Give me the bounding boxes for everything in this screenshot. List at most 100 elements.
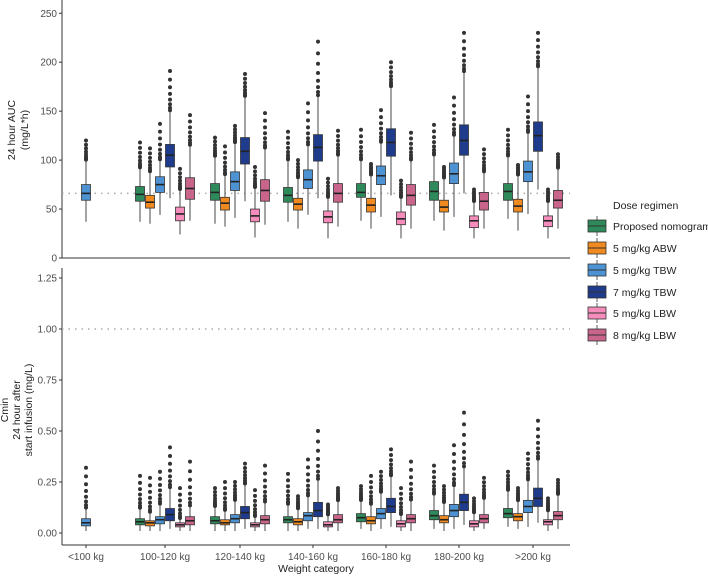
outlier-point: [253, 503, 257, 508]
x-tick-label: >200 kg: [515, 552, 551, 563]
outlier-point: [452, 103, 456, 108]
outlier-point: [336, 146, 340, 151]
y-tick-label: 150: [40, 107, 57, 118]
outlier-point: [138, 500, 142, 505]
outlier-point: [168, 77, 172, 82]
outlier-point: [316, 476, 320, 481]
outlier-point: [399, 491, 403, 496]
outlier-point: [158, 121, 162, 126]
outlier-point: [148, 507, 152, 512]
outlier-point: [316, 89, 320, 94]
outlier-point: [389, 74, 393, 79]
outlier-point: [452, 130, 456, 135]
outlier-point: [452, 477, 456, 482]
outlier-point: [168, 474, 172, 479]
box-8-mg-kg-lbw-1: [185, 459, 195, 531]
outlier-point: [233, 487, 237, 492]
outlier-point: [296, 158, 300, 163]
outlier-point: [138, 161, 142, 166]
outlier-point: [526, 473, 530, 478]
box-5-mg-kg-abw-2: [220, 480, 230, 531]
outlier-point: [84, 474, 88, 479]
outlier-point: [409, 487, 413, 492]
box-5-mg-kg-abw-6: [513, 162, 523, 231]
outlier-point: [359, 140, 363, 145]
outlier-point: [168, 91, 172, 96]
outlier-point: [379, 469, 383, 474]
legend-label: Proposed nomogram: [613, 221, 708, 233]
outlier-point: [84, 482, 88, 487]
outlier-point: [556, 152, 560, 157]
y-axis-title-line: (mg/L*h): [19, 110, 31, 150]
outlier-point: [506, 127, 510, 132]
outlier-point: [506, 149, 510, 154]
outlier-point: [243, 76, 247, 81]
box-proposed-nomogram-3: [283, 471, 293, 531]
box-8-mg-kg-lbw-5: [479, 475, 489, 529]
outlier-point: [306, 457, 310, 462]
x-tick-label: 120-140 kg: [215, 552, 265, 563]
outlier-point: [379, 121, 383, 126]
box-5-mg-kg-abw-2: [220, 144, 230, 227]
outlier-point: [243, 461, 247, 466]
box-proposed-nomogram-1: [135, 140, 145, 222]
outlier-point: [536, 30, 540, 35]
outlier-point: [263, 478, 267, 483]
outlier-point: [506, 142, 510, 147]
outlier-point: [536, 454, 540, 459]
outlier-point: [462, 442, 466, 447]
outlier-point: [263, 140, 267, 145]
outlier-point: [359, 487, 363, 492]
outlier-point: [253, 507, 257, 512]
box-5-mg-kg-tbw-0: [81, 465, 91, 531]
outlier-point: [316, 61, 320, 66]
outlier-point: [306, 118, 310, 123]
outlier-point: [178, 181, 182, 186]
outlier-point: [472, 499, 476, 504]
box-5-mg-kg-tbw-2: [230, 480, 240, 531]
outlier-point: [188, 119, 192, 124]
outlier-point: [296, 165, 300, 170]
outlier-point: [452, 110, 456, 115]
box-8-mg-kg-lbw-6: [553, 477, 563, 529]
box-5-mg-kg-tbw-5: [449, 95, 459, 217]
outlier-point: [168, 97, 172, 102]
box-7-mg-kg-tbw-1: [165, 445, 175, 529]
outlier-point: [452, 117, 456, 122]
box-7-mg-kg-tbw-6: [533, 418, 543, 523]
outlier-point: [389, 77, 393, 82]
outlier-point: [168, 482, 172, 487]
outlier-point: [452, 122, 456, 127]
outlier-point: [316, 39, 320, 44]
outlier-point: [369, 162, 373, 167]
box-iqr: [533, 487, 543, 507]
outlier-point: [178, 486, 182, 491]
outlier-point: [188, 134, 192, 139]
outlier-point: [506, 473, 510, 478]
outlier-point: [158, 142, 162, 147]
outlier-point: [432, 129, 436, 134]
outlier-point: [263, 471, 267, 476]
box-proposed-nomogram-2: [210, 135, 220, 224]
outlier-point: [389, 80, 393, 85]
box-8-mg-kg-lbw-3: [333, 128, 343, 227]
outlier-point: [243, 465, 247, 470]
outlier-point: [188, 491, 192, 496]
outlier-point: [84, 146, 88, 151]
outlier-point: [316, 463, 320, 468]
box-proposed-nomogram-4: [356, 127, 366, 221]
outlier-point: [432, 469, 436, 474]
outlier-point: [462, 461, 466, 466]
outlier-point: [243, 469, 247, 474]
box-8-mg-kg-lbw-4: [406, 130, 416, 229]
outlier-point: [379, 481, 383, 486]
outlier-point: [442, 484, 446, 489]
outlier-point: [138, 140, 142, 145]
legend-label: 5 mg/kg LBW: [613, 308, 676, 320]
outlier-point: [526, 127, 530, 132]
outlier-point: [223, 503, 227, 508]
outlier-point: [399, 486, 403, 491]
outlier-point: [138, 145, 142, 150]
auc-panel: 0 50 100 150 200 250 24 hour AUC (mg/L*h): [6, 0, 570, 265]
outlier-point: [213, 135, 217, 140]
